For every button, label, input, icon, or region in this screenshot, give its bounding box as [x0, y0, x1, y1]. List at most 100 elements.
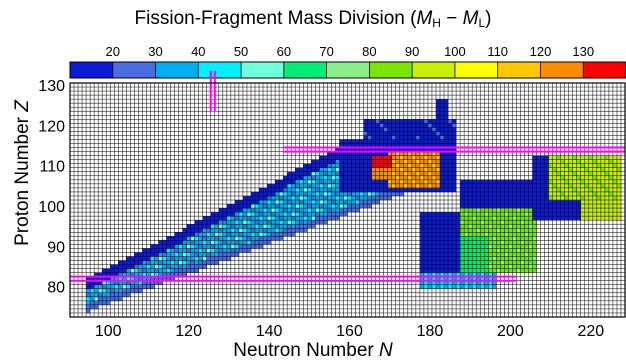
heatmap-cell — [464, 212, 469, 217]
heatmap-cell — [512, 268, 517, 273]
heatmap-cell — [427, 147, 433, 152]
heatmap-cell — [419, 187, 425, 193]
heatmap-cell — [544, 171, 549, 177]
heatmap-cell — [444, 228, 449, 233]
heatmap-cell — [512, 212, 517, 217]
heatmap-cell — [464, 256, 469, 261]
heatmap-cell — [423, 183, 429, 189]
heatmap-cell — [411, 135, 417, 140]
heatmap-cell — [327, 155, 332, 160]
heatmap-cell — [444, 280, 449, 286]
heatmap-cell — [379, 191, 384, 197]
heatmap-cell — [508, 228, 513, 233]
heatmap-cell — [448, 143, 453, 148]
heatmap-cell — [552, 208, 557, 213]
heatmap-cell — [560, 208, 565, 213]
heatmap-cell — [460, 195, 465, 201]
heatmap-cell — [584, 167, 590, 173]
heatmap-cell — [363, 123, 368, 128]
heatmap-cell — [415, 127, 421, 132]
heatmap-cell — [496, 228, 501, 233]
heatmap-cell — [375, 155, 380, 160]
heatmap-cell — [520, 228, 525, 233]
heatmap-cell — [556, 159, 561, 164]
heatmap-cell — [339, 155, 344, 160]
heatmap-cell — [431, 143, 437, 148]
heatmap-cell — [532, 244, 537, 249]
heatmap-cell — [544, 183, 549, 189]
heatmap-cell — [496, 212, 501, 217]
heatmap-cell — [339, 204, 344, 209]
heatmap-cell — [343, 175, 348, 181]
heatmap-cell — [564, 167, 569, 173]
heatmap-cell — [246, 208, 252, 213]
heatmap-cell — [387, 139, 393, 144]
heatmap-cell — [435, 163, 441, 169]
heatmap-cell — [403, 167, 409, 173]
heatmap-cell — [516, 268, 521, 273]
heatmap-cell — [516, 252, 521, 257]
heatmap-cell — [588, 167, 594, 173]
heatmap-cell — [423, 179, 429, 185]
heatmap-cell — [548, 155, 553, 160]
heatmap-cell — [431, 232, 437, 237]
heatmap-cell — [363, 204, 368, 209]
heatmap-cell — [500, 208, 505, 213]
heatmap-cell — [242, 195, 248, 201]
heatmap-cell — [122, 288, 127, 294]
heatmap-cell — [488, 187, 493, 193]
heatmap-cell — [492, 216, 497, 221]
heatmap-cell — [371, 167, 376, 173]
heatmap-cell — [230, 216, 236, 221]
heatmap-cell — [287, 191, 292, 197]
heatmap-cell — [564, 191, 569, 197]
heatmap-cell — [275, 228, 280, 233]
heatmap-cell — [608, 191, 614, 197]
heatmap-cell — [359, 204, 364, 209]
heatmap-cell — [347, 159, 352, 164]
x-axis-label: Neutron Number N — [0, 340, 626, 362]
heatmap-cell — [464, 191, 469, 197]
heatmap-cell — [444, 256, 449, 261]
heatmap-cell — [250, 204, 256, 209]
heatmap-cell — [552, 195, 557, 201]
heatmap-cell — [435, 99, 441, 104]
y-tick-label: 120 — [38, 118, 65, 135]
heatmap-cell — [544, 195, 549, 201]
heatmap-cell — [343, 139, 348, 144]
heatmap-cell — [431, 236, 437, 241]
heatmap-cell — [86, 308, 91, 314]
heatmap-cell — [311, 179, 316, 185]
heatmap-cell — [612, 200, 618, 205]
heatmap-cell — [275, 220, 280, 225]
heatmap-cell — [218, 248, 224, 253]
heatmap-cell — [299, 183, 304, 189]
heatmap-cell — [315, 175, 320, 181]
heatmap-cell — [440, 127, 445, 132]
title-symbol-ml: M — [462, 8, 479, 29]
heatmap-cell — [194, 236, 199, 241]
heatmap-cell — [464, 264, 469, 269]
heatmap-cell — [407, 135, 413, 140]
heatmap-cell — [407, 131, 413, 136]
heatmap-cell — [98, 292, 103, 298]
heatmap-cell — [331, 163, 336, 169]
heatmap-cell — [500, 236, 505, 241]
heatmap-cell — [500, 268, 505, 273]
heatmap-cell — [90, 284, 95, 290]
heatmap-cell — [347, 195, 352, 201]
heatmap-cell — [431, 256, 437, 261]
heatmap-cell — [435, 123, 441, 128]
heatmap-cell — [468, 179, 473, 185]
heatmap-cell — [407, 163, 413, 169]
heatmap-cell — [427, 248, 433, 253]
heatmap-cell — [520, 204, 525, 209]
heatmap-cell — [616, 183, 622, 189]
heatmap-cell — [182, 252, 187, 257]
heatmap-cell — [375, 179, 380, 185]
heatmap-cell — [351, 179, 356, 185]
heatmap-cell — [395, 119, 401, 124]
heatmap-cell — [271, 212, 276, 217]
heatmap-cell — [198, 252, 204, 257]
heatmap-cell — [395, 143, 401, 148]
